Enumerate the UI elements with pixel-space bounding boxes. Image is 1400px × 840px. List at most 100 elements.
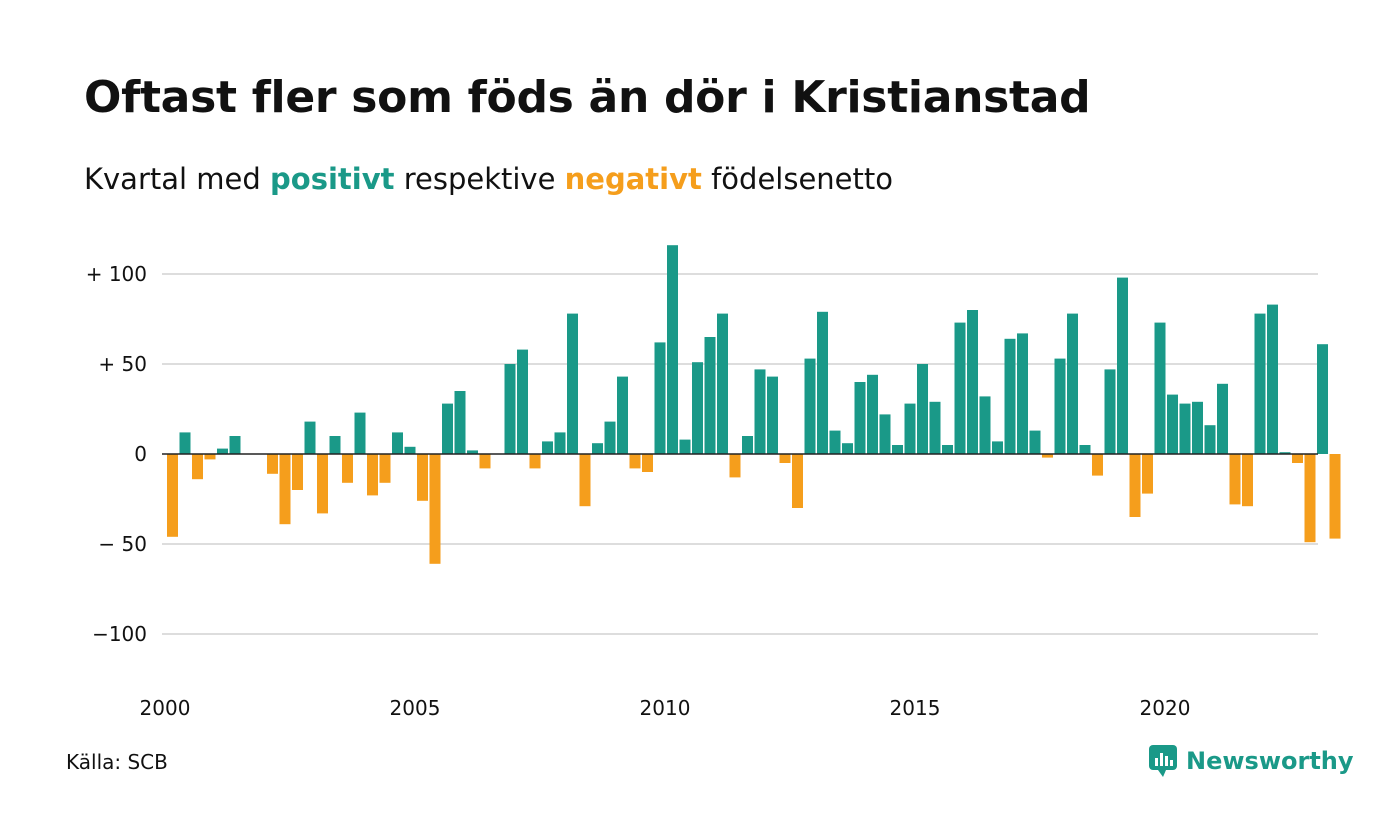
bar-positive (917, 364, 928, 454)
bar-negative (167, 454, 178, 537)
bar-negative (379, 454, 391, 483)
bar-positive (1017, 333, 1028, 454)
bar-positive (1254, 313, 1266, 454)
bar-positive (1317, 344, 1328, 454)
x-tick-label: 2005 (390, 696, 441, 720)
bar-positive (1192, 401, 1203, 454)
newsworthy-logo-icon (1149, 745, 1177, 777)
bar-positive (604, 421, 616, 454)
chart-subtitle: Kvartal med positivt respektive negativt… (84, 162, 893, 196)
bar-negative (792, 454, 803, 508)
bar-negative (1129, 454, 1141, 517)
bar-negative (1092, 454, 1103, 476)
bar-positive (754, 369, 766, 454)
bar-negative (342, 454, 353, 483)
source-note: Källa: SCB (66, 750, 168, 774)
bar-negative (292, 454, 303, 490)
bar-positive (1279, 452, 1291, 454)
bar-negative (1304, 454, 1316, 543)
bar-positive (667, 245, 678, 454)
bar-positive (904, 403, 916, 454)
bar-negative (1242, 454, 1253, 507)
gridlines (162, 273, 1318, 635)
subtitle-positive-word: positivt (270, 162, 395, 196)
bar-negative (629, 454, 641, 469)
bar-positive (954, 322, 966, 454)
bar-positive (817, 311, 828, 454)
subtitle-middle: respektive (403, 162, 556, 196)
bar-positive (1004, 338, 1016, 454)
chart-title: Oftast fler som föds än dör i Kristianst… (84, 72, 1091, 123)
bar-positive (1167, 394, 1178, 454)
bar-negative (479, 454, 491, 469)
y-tick-label: + 50 (98, 352, 147, 376)
bar-positive (867, 374, 878, 454)
bar-positive (692, 362, 703, 454)
bar-positive (1067, 313, 1078, 454)
y-tick-label: −100 (92, 622, 147, 646)
bar-positive (679, 439, 691, 454)
bar-negative (579, 454, 591, 507)
brand-name: Newsworthy (1186, 747, 1354, 775)
bar-positive (179, 432, 191, 454)
bar-positive (467, 450, 478, 454)
y-tick-label: + 100 (86, 262, 147, 286)
bar-negative (779, 454, 791, 463)
bar-positive (804, 358, 816, 454)
x-tick-label: 2000 (140, 696, 191, 720)
bar-positive (504, 364, 516, 454)
bar-positive (1267, 304, 1278, 454)
bar-positive (742, 436, 753, 454)
bar-positive (542, 441, 553, 454)
bar-positive (354, 412, 366, 454)
subtitle-negative-word: negativt (564, 162, 702, 196)
bar-negative (1042, 454, 1053, 458)
bar-negative (642, 454, 653, 472)
bar-positive (979, 396, 991, 454)
bar-positive (567, 313, 578, 454)
bar-positive (1104, 369, 1116, 454)
bar-negative (317, 454, 328, 514)
bar-positive (1079, 445, 1091, 454)
bar-positive (929, 401, 941, 454)
bar-negative (192, 454, 203, 480)
bar-positive (1054, 358, 1066, 454)
x-axis-ticks: 2000 2005 2010 2015 2020 (140, 696, 1191, 720)
bar-positive (717, 313, 728, 454)
bar-positive (617, 376, 628, 454)
bar-negative (529, 454, 541, 469)
bar-positive (829, 430, 841, 454)
bar-negative (204, 454, 216, 460)
bar-positive (592, 443, 603, 454)
bar-positive (329, 436, 341, 454)
bar-positive (1117, 277, 1128, 454)
bar-negative (1142, 454, 1153, 494)
bar-negative (1292, 454, 1303, 463)
bar-positive (842, 443, 853, 454)
bar-chart: + 100 + 50 0 − 50 −100 2000 2005 2010 2015 2020 (86, 245, 1341, 720)
bar-positive (967, 310, 978, 454)
y-axis-ticks: + 100 + 50 0 − 50 −100 (86, 262, 147, 646)
bar-positive (854, 382, 866, 454)
bar-positive (704, 337, 716, 454)
bar-positive (517, 349, 528, 454)
bar-positive (442, 403, 453, 454)
bar-positive (654, 342, 666, 454)
bar-positive (892, 445, 903, 454)
bar-negative (429, 454, 441, 564)
bar-positive (1204, 425, 1216, 454)
bar-positive (879, 414, 891, 454)
x-tick-label: 2010 (640, 696, 691, 720)
bar-positive (992, 441, 1003, 454)
subtitle-prefix: Kvartal med (84, 162, 261, 196)
bar-negative (1229, 454, 1241, 505)
bar-positive (1179, 403, 1191, 454)
bar-positive (229, 436, 241, 454)
bar-negative (279, 454, 291, 525)
bar-positive (1029, 430, 1041, 454)
bar-negative (417, 454, 428, 501)
bar-positive (304, 421, 316, 454)
bar-positive (392, 432, 403, 454)
bar-positive (217, 448, 228, 454)
newsworthy-logo: Newsworthy (1148, 744, 1354, 778)
